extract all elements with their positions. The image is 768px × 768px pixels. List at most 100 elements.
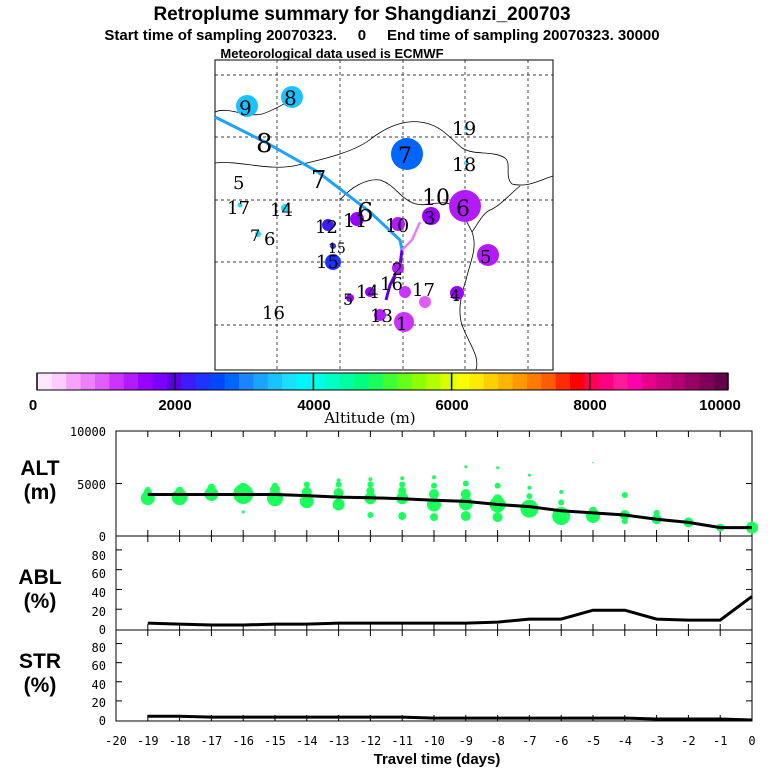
colorbar-swatch	[684, 373, 700, 390]
x-tick-label: -9	[459, 734, 473, 748]
x-tick-label: -2	[681, 734, 695, 748]
colorbar-tick-0: 0	[29, 397, 37, 414]
map-label-13: 13	[370, 306, 393, 327]
alt-cluster-dot	[207, 483, 216, 492]
alt-cluster-dot	[145, 486, 150, 491]
cluster-1	[394, 312, 414, 332]
map-label-16b: 16	[380, 274, 403, 295]
str-unit: (%)	[24, 674, 57, 697]
colorbar-swatch	[382, 373, 398, 390]
colorbar-swatch	[324, 373, 340, 390]
cluster-7	[391, 138, 423, 170]
colorbar-swatch	[123, 373, 139, 390]
figure-subtitle-met: Meteorological data used is ECMWF	[220, 46, 443, 61]
colorbar-swatch	[195, 373, 211, 390]
alt-cluster-dot	[527, 473, 531, 477]
map-label-12: 12	[315, 217, 338, 238]
alt-cluster-dot	[367, 481, 374, 488]
trajectory-lower	[384, 249, 404, 301]
alt-cluster-dot	[520, 499, 539, 518]
colorbar-swatch	[425, 373, 441, 390]
x-tick-label: -11	[391, 734, 413, 748]
colorbar-swatch	[368, 373, 383, 390]
cluster-5	[477, 244, 499, 266]
colorbar-swatch	[411, 373, 427, 390]
x-tick-label: -7	[522, 734, 536, 748]
alt-cluster-dot	[494, 482, 501, 489]
alt-cluster-dot	[368, 477, 373, 482]
alt-cluster-dot	[272, 482, 278, 489]
colorbar-tick-4000: 4000	[297, 397, 330, 414]
alt-cluster-dot	[527, 485, 532, 490]
alt-cluster-dot	[460, 511, 471, 522]
map-label-17: 17	[227, 198, 250, 219]
alt-cluster-dot	[430, 513, 438, 522]
alt-cluster-dot	[462, 480, 469, 487]
alt-cluster-dot	[238, 482, 249, 493]
colorbar-swatch	[238, 373, 254, 390]
alt-cluster-dot	[366, 486, 375, 495]
abl-unit: (%)	[24, 590, 57, 613]
abl-line	[147, 595, 753, 627]
map-panel: 9 8 8 7 7 5 17 14 7 6 12 11 6 10 10 6 3 …	[214, 59, 554, 371]
figure-title: Retroplume summary for Shangdianzi_20070…	[153, 4, 570, 25]
map-clusters	[236, 86, 499, 332]
cluster-11	[350, 212, 364, 226]
cluster-6	[449, 190, 481, 222]
alt-mean-line	[147, 493, 752, 530]
map-label-7: 7	[398, 144, 412, 169]
colorbar-swatch	[526, 373, 542, 390]
colorbar-swatch	[180, 373, 196, 390]
alt-cluster-dot	[367, 512, 374, 518]
cluster-16b	[399, 286, 411, 298]
alt-cluster-dot	[400, 476, 405, 481]
x-tick-label: -15	[264, 734, 286, 748]
alt-cluster-dot	[336, 478, 341, 483]
str-line	[147, 714, 753, 722]
map-label-7b: 7	[250, 226, 260, 245]
abl-ytick-60: 60	[92, 567, 106, 581]
alt-cluster-dot	[241, 510, 245, 514]
colorbar-swatch	[512, 373, 527, 390]
cluster-2	[392, 262, 404, 274]
abl-ytick-0: 0	[99, 623, 106, 637]
trajectory-upper	[214, 115, 404, 251]
cluster-14b	[281, 204, 289, 212]
map-label-8: 8	[284, 86, 297, 110]
colorbar-swatch	[339, 373, 355, 390]
colorbar-tick-10000: 10000	[699, 397, 741, 414]
map-label-3: 3	[424, 208, 435, 229]
alt-cluster-dot	[621, 518, 628, 525]
colorbar-tick-6000: 6000	[435, 397, 468, 414]
colorbar-swatch	[584, 373, 599, 390]
alt-cluster-dot	[175, 486, 184, 495]
colorbar-swatch	[670, 373, 686, 390]
colorbar-swatch	[641, 373, 657, 390]
map-label-18: 18	[452, 154, 476, 176]
colorbar-swatch	[37, 373, 52, 390]
alt-ytick-10000: 10000	[70, 425, 106, 439]
map-label-14: 14	[270, 200, 293, 221]
cluster-12	[322, 219, 334, 231]
alt-ytick-0: 0	[99, 530, 106, 544]
map-label-6: 6	[456, 197, 470, 222]
map-label-19: 19	[452, 118, 476, 140]
series-lines	[147, 493, 753, 722]
x-tick-label: -1	[713, 734, 727, 748]
map-label-4: 4	[450, 286, 460, 305]
colorbar-swatch	[80, 373, 95, 390]
colorbar-swatch	[310, 373, 326, 390]
colorbar-swatch	[569, 373, 585, 390]
x-axis-title: Travel time (days)	[374, 751, 501, 768]
alt-cluster-dot	[492, 494, 503, 505]
alt-cluster-dot	[558, 499, 565, 506]
map-label-15: 15	[316, 252, 339, 273]
colorbar-swatch	[252, 373, 268, 390]
cluster-9	[236, 95, 258, 117]
colorbar-swatch	[224, 373, 239, 390]
cluster-10	[391, 217, 405, 231]
cluster-7b	[255, 231, 261, 237]
abl-panel-frame	[115, 535, 753, 631]
map-label-5b: 5	[343, 290, 353, 309]
